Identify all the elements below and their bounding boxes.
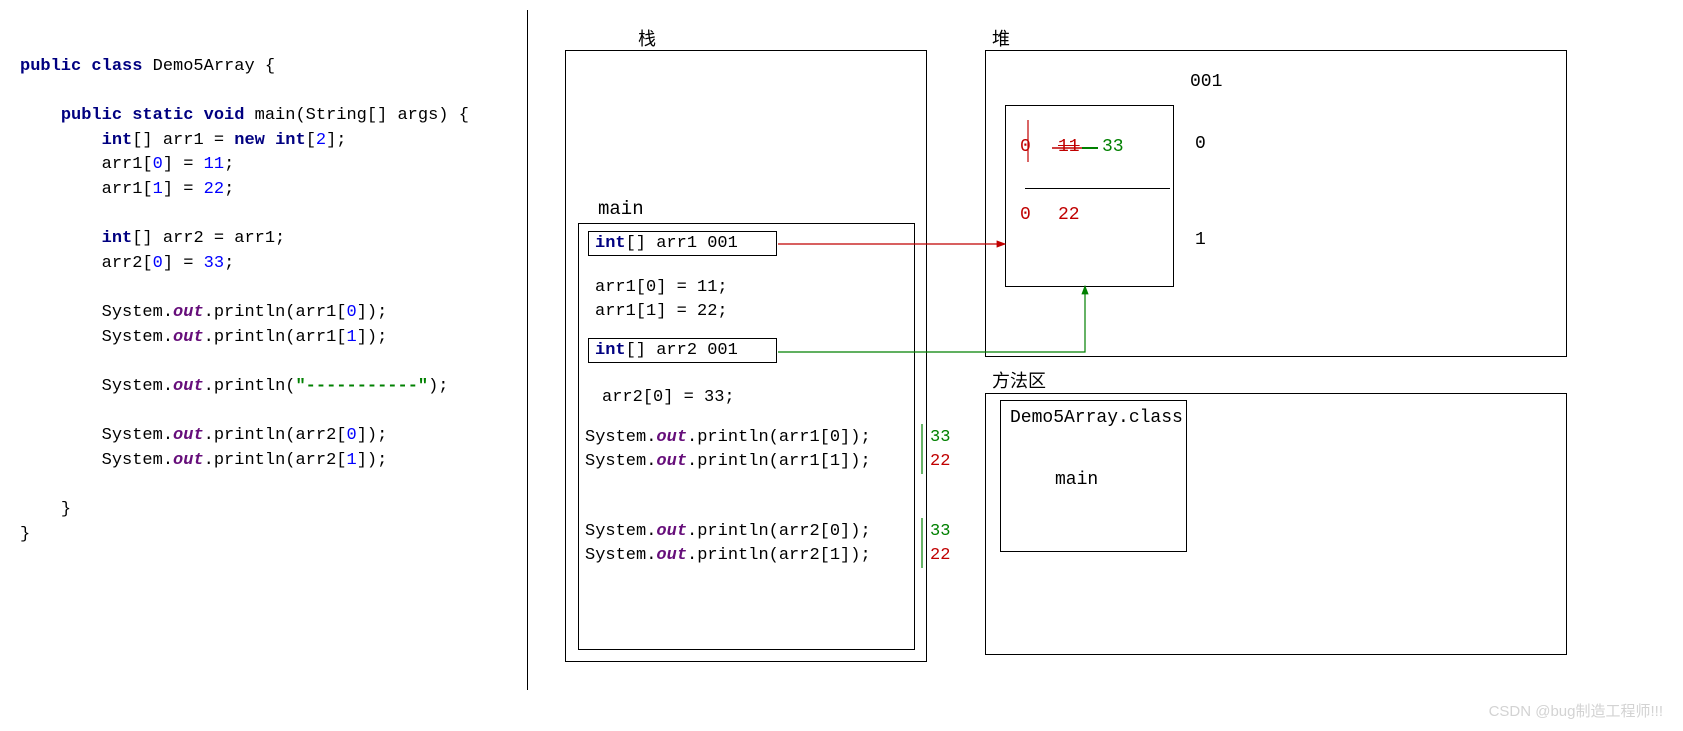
- cell1-val: 22: [1058, 205, 1080, 225]
- stack-label: 栈: [638, 25, 656, 51]
- num-l9-0: 0: [153, 254, 163, 273]
- heap-idx0: 0: [1195, 134, 1206, 154]
- code-out3: out: [173, 377, 204, 396]
- code-close1: }: [20, 525, 30, 544]
- code-dend: );: [428, 377, 448, 396]
- code-out5: out: [173, 451, 204, 470]
- divider-line: [527, 10, 528, 690]
- code-l5m: ] =: [163, 155, 204, 174]
- code-sys4: System.: [102, 426, 173, 445]
- method-area-label: 方法区: [992, 367, 1046, 393]
- code-p2e1: ]);: [357, 426, 388, 445]
- arr2-assign0: arr2[0] = 33;: [602, 388, 735, 407]
- code-br: [: [306, 131, 316, 150]
- code-l6m: ] =: [163, 180, 204, 199]
- code-l6e: ;: [224, 180, 234, 199]
- code-pe2: ]);: [357, 328, 388, 347]
- arr1-assign1: arr1[1] = 22;: [595, 302, 728, 321]
- code-l5a: arr1[: [102, 155, 153, 174]
- code-pe1: ]);: [357, 303, 388, 322]
- code-p2e2: ]);: [357, 451, 388, 470]
- arr1-decl-box: int[] arr1 001: [588, 231, 777, 256]
- heap-idx1: 1: [1195, 230, 1206, 250]
- str-dashes: "-----------": [295, 377, 428, 396]
- main-label: main: [598, 198, 644, 220]
- kw-newint: new int: [234, 131, 305, 150]
- heap-label: 堆: [992, 25, 1010, 51]
- sp-1: System.out.println(arr1[0]);: [585, 428, 871, 447]
- code-close2: }: [61, 500, 71, 519]
- code-l9e: ;: [224, 254, 234, 273]
- code-l6a: arr1[: [102, 180, 153, 199]
- code-pr1: .println(arr1[: [204, 303, 347, 322]
- code-end1: ];: [326, 131, 346, 150]
- code-p2r1: .println(arr2[: [204, 426, 347, 445]
- cell1-leftzero: 0: [1020, 205, 1031, 225]
- code-l9a: arr2[: [102, 254, 153, 273]
- code-sys3: System.: [102, 377, 173, 396]
- num-l6-1: 1: [153, 180, 163, 199]
- sp-3: System.out.println(arr2[0]);: [585, 522, 871, 541]
- num-22: 22: [204, 180, 224, 199]
- output-4: 22: [930, 546, 950, 565]
- output-1: 33: [930, 428, 950, 447]
- code-out1: out: [173, 303, 204, 322]
- code-out2: out: [173, 328, 204, 347]
- sp-2: System.out.println(arr1[1]);: [585, 452, 871, 471]
- code-l5e: ;: [224, 155, 234, 174]
- num-l5-0: 0: [153, 155, 163, 174]
- kw-int2: int: [102, 229, 133, 248]
- code-dpre: .println(: [204, 377, 296, 396]
- code-sys2: System.: [102, 328, 173, 347]
- method-main: main: [1055, 470, 1098, 490]
- code-arr1-decl-mid: [] arr1 =: [132, 131, 234, 150]
- code-p2r2: .println(arr2[: [204, 451, 347, 470]
- cell0-new: 33: [1102, 137, 1124, 157]
- code-out4: out: [173, 426, 204, 445]
- code-sys1: System.: [102, 303, 173, 322]
- kw-public-class: public class: [20, 57, 142, 76]
- num-p2-0: 0: [346, 426, 356, 445]
- code-main-sig: main(String[] args) {: [244, 106, 468, 125]
- heap-array-box: [1005, 105, 1174, 287]
- kw-int1: int: [102, 131, 133, 150]
- arr1-assign0: arr1[0] = 11;: [595, 278, 728, 297]
- code-class-decl: Demo5Array {: [142, 57, 275, 76]
- kw-psv: public static void: [61, 106, 245, 125]
- method-file: Demo5Array.class: [1010, 408, 1183, 428]
- arr2-kw: int: [595, 341, 626, 360]
- code-arr2-decl: [] arr2 = arr1;: [132, 229, 285, 248]
- arr2-decl-box: int[] arr2 001: [588, 338, 777, 363]
- arr2-rest: [] arr2 001: [626, 341, 738, 360]
- watermark: CSDN @bug制造工程师!!!: [1489, 700, 1663, 721]
- cell0-leftzero: 0: [1020, 137, 1031, 157]
- heap-array-div: [1025, 188, 1170, 189]
- output-3: 33: [930, 522, 950, 541]
- num-p2-1: 1: [346, 451, 356, 470]
- arr1-kw: int: [595, 234, 626, 253]
- num-pr1-0: 0: [346, 303, 356, 322]
- output-2: 22: [930, 452, 950, 471]
- num-33: 33: [204, 254, 224, 273]
- code-sys5: System.: [102, 451, 173, 470]
- num-pr2-1: 1: [346, 328, 356, 347]
- heap-addr: 001: [1190, 72, 1222, 92]
- num-2: 2: [316, 131, 326, 150]
- num-11: 11: [204, 155, 224, 174]
- code-l9m: ] =: [163, 254, 204, 273]
- code-pr2: .println(arr1[: [204, 328, 347, 347]
- code-panel: public class Demo5Array { public static …: [20, 30, 469, 547]
- cell0-old: 11: [1058, 137, 1080, 157]
- arr1-rest: [] arr1 001: [626, 234, 738, 253]
- sp-4: System.out.println(arr2[1]);: [585, 546, 871, 565]
